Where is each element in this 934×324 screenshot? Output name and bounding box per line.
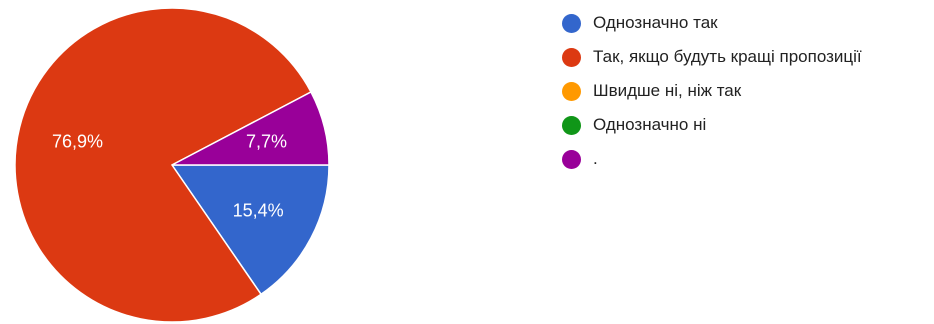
legend-label-2: Швидше ні, ніж так — [593, 81, 742, 100]
legend-label-0: Однозначно так — [593, 13, 718, 32]
pie-slice-1 — [14, 7, 312, 323]
legend-swatch-3 — [562, 115, 581, 135]
legend-label-1: Так, якщо будуть кращі пропозиції — [593, 47, 862, 66]
pie-slice-0 — [170, 164, 330, 296]
legend-item-3: Однозначно ні — [562, 108, 862, 142]
legend-swatch-2 — [562, 81, 581, 101]
pie-slice-4 — [171, 90, 330, 166]
pie-slices — [14, 7, 330, 323]
pie-value-label-4: 7,7% — [246, 132, 287, 152]
legend-item-1: Так, якщо будуть кращі пропозиції — [562, 40, 862, 74]
pie-value-label-1: 76,9% — [52, 132, 103, 152]
legend-swatch-1 — [562, 47, 581, 67]
legend-item-0: Однозначно так — [562, 6, 862, 40]
legend-label-4: . — [593, 149, 598, 168]
legend-swatch-0 — [562, 13, 581, 33]
pie-value-labels: 15,4% 76,9% 7,7% — [52, 132, 287, 221]
legend-item-2: Швидше ні, ніж так — [562, 74, 862, 108]
chart-legend: Однозначно так Так, якщо будуть кращі про… — [562, 6, 862, 176]
legend-label-3: Однозначно ні — [593, 115, 707, 134]
legend-swatch-4 — [562, 149, 581, 169]
legend-item-4: . — [562, 142, 862, 176]
pie-value-label-0: 15,4% — [233, 200, 284, 220]
